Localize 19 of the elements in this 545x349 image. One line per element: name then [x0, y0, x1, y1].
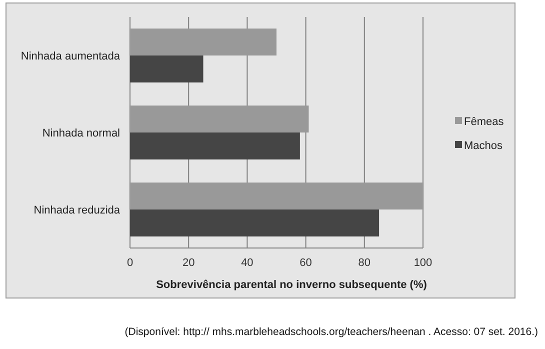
x-tick-label: 40 [241, 257, 254, 269]
bar [130, 106, 309, 132]
bar [130, 132, 300, 160]
x-tick-label: 20 [182, 257, 195, 269]
x-tick-label: 100 [414, 257, 432, 269]
text: (Disponível: http:// mhs.marbleheadschools.org/teachers/heenan . Acesso: 07 set. 2016.) [124, 326, 538, 338]
bar [130, 28, 276, 56]
x-tick-label: 0 [126, 257, 134, 269]
legend-label: Machos [464, 140, 504, 152]
x-tick-label: 60 [300, 257, 312, 269]
bar [130, 210, 380, 236]
bar [130, 56, 204, 82]
y-tick-label: Ninhada normal [42, 128, 120, 140]
legend-label: Fêmeas [464, 116, 504, 128]
y-tick-label: Ninhada aumentada [20, 50, 121, 62]
x-axis-title: Sobrevivência parental no inverno subsequente (%) [156, 279, 428, 291]
y-tick-label: Ninhada reduzida [34, 204, 121, 216]
x-tick-label: 80 [358, 257, 371, 269]
bar [130, 182, 423, 210]
